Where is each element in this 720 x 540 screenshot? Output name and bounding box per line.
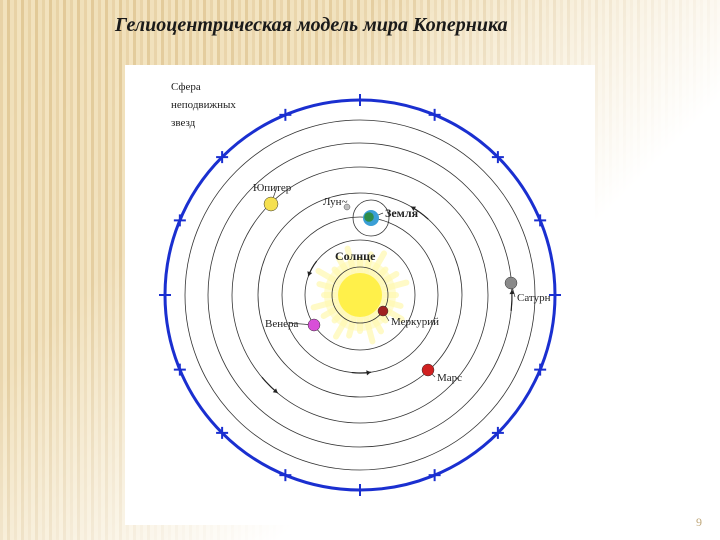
heliocentric-diagram: Сфера неподвижных звезд Солнце Меркурий Венер…	[125, 65, 595, 525]
page-title: Гелиоцентрическая модель мира Коперника	[115, 14, 508, 37]
sun-core	[338, 273, 382, 317]
diagram-svg: Сфера неподвижных звезд Солнце Меркурий Венер…	[125, 65, 595, 525]
venus-label: Венера	[265, 318, 298, 330]
earth-label: Земля	[385, 206, 419, 220]
fixed-stars-label: Сфера	[171, 81, 201, 93]
mercury	[378, 306, 388, 316]
saturn	[505, 277, 517, 289]
fixed-stars-label: звезд	[171, 117, 196, 129]
mars-label: Марс	[437, 372, 462, 384]
venus	[308, 319, 320, 331]
page-number: 9	[696, 515, 702, 530]
mercury-label: Меркурий	[391, 316, 439, 328]
earth-land	[364, 212, 374, 222]
slide: Гелиоцентрическая модель мира Коперника …	[0, 0, 720, 540]
sun-label: Солнце	[335, 249, 376, 263]
jupiter-label: Юпитер	[253, 182, 292, 194]
fixed-stars-label: неподвижных	[171, 99, 236, 111]
jupiter	[264, 197, 278, 211]
saturn-label: Сатурн	[517, 292, 551, 304]
moon-label: Лун~	[323, 196, 348, 208]
mars	[422, 364, 434, 376]
